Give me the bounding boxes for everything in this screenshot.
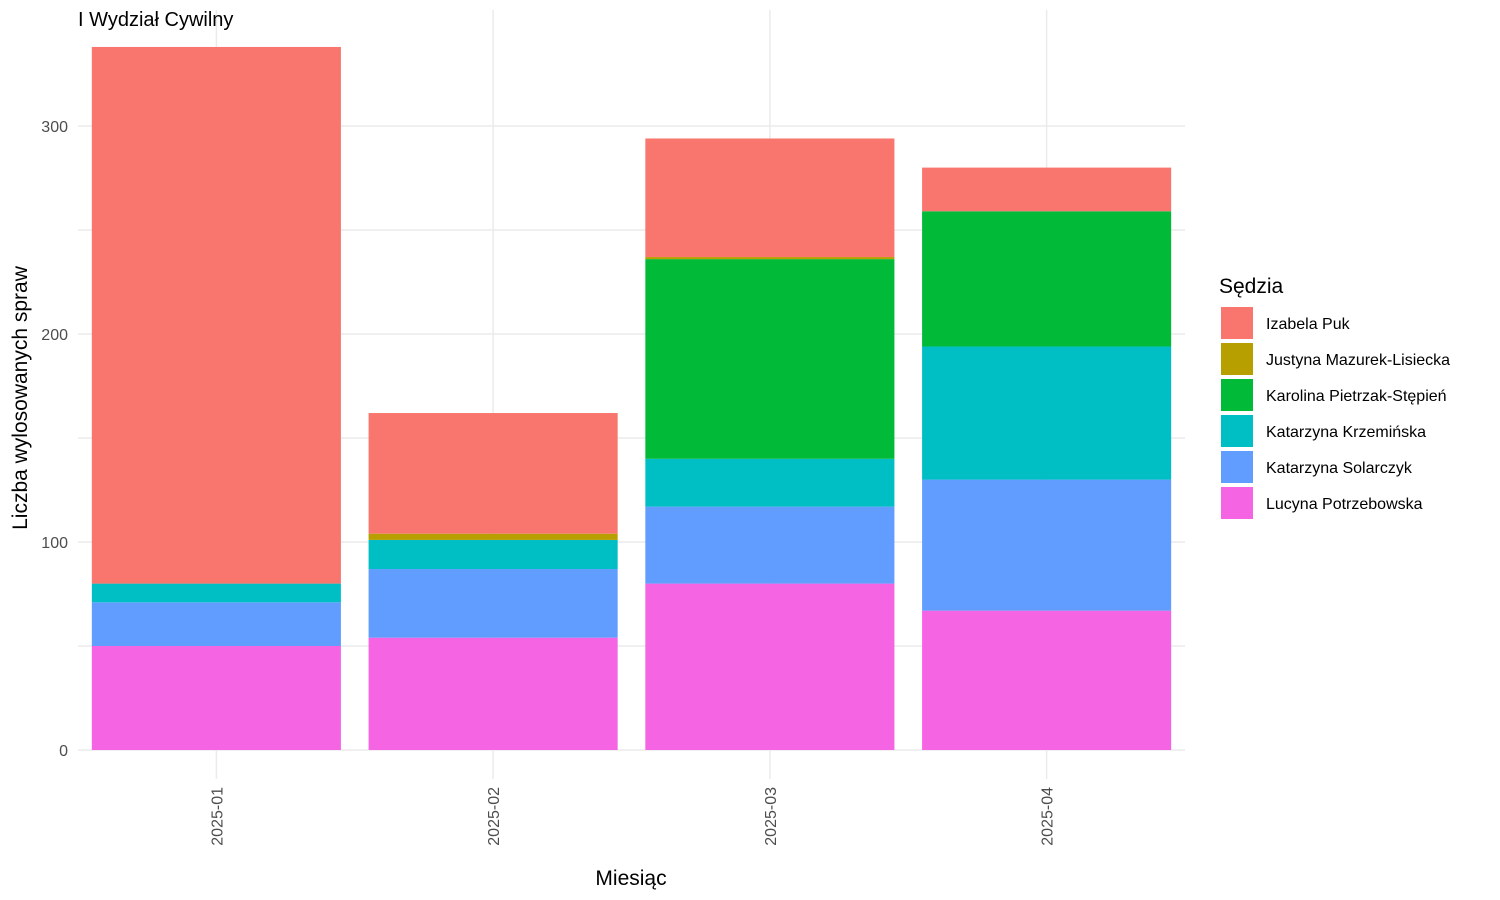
chart-title: I Wydział Cywilny: [78, 9, 233, 31]
legend-label: Justyna Mazurek-Lisiecka: [1266, 352, 1450, 369]
bar-segment: [368, 569, 618, 638]
legend: Sędzia Izabela Puk Justyna Mazurek-Lisiec…: [1219, 275, 1450, 519]
y-axis-title: Liczba wylosowanych spraw: [9, 265, 32, 530]
legend-swatch: [1221, 487, 1253, 519]
bar-segment: [91, 646, 341, 750]
bar-segment: [91, 602, 341, 646]
legend-label: Karolina Pietrzak-Stępień: [1266, 388, 1447, 405]
x-axis: 2025-01 2025-02 2025-03 2025-04: [209, 787, 1056, 846]
legend-label: Katarzyna Krzemińska: [1266, 424, 1426, 441]
x-tick-label: 2025-03: [763, 787, 780, 846]
legend-label: Katarzyna Solarczyk: [1266, 460, 1413, 477]
legend-swatch: [1221, 451, 1253, 483]
legend-title: Sędzia: [1219, 275, 1284, 298]
bar-segment: [368, 637, 618, 750]
bar-segment: [922, 479, 1172, 611]
bar-segment: [922, 346, 1172, 480]
bars: [91, 46, 1172, 750]
bar-segment: [645, 506, 895, 584]
legend-label: Izabela Puk: [1266, 316, 1351, 333]
x-tick-label: 2025-04: [1040, 787, 1057, 846]
bar-segment: [645, 583, 895, 750]
legend-swatch: [1221, 415, 1253, 447]
x-tick-label: 2025-01: [209, 787, 226, 846]
bar-segment: [91, 46, 341, 584]
legend-label: Lucyna Potrzebowska: [1266, 496, 1423, 513]
bar-segment: [922, 610, 1172, 750]
bar-segment: [922, 167, 1172, 212]
bar-segment: [645, 458, 895, 507]
x-axis-title: Miesiąc: [595, 867, 666, 890]
legend-swatch: [1221, 343, 1253, 375]
legend-swatch: [1221, 307, 1253, 339]
bar-segment: [645, 138, 895, 258]
y-tick-label: 300: [41, 119, 68, 136]
bar-segment: [645, 257, 895, 260]
bar-segment: [368, 533, 618, 540]
bar-segment: [645, 259, 895, 459]
y-tick-label: 0: [59, 743, 68, 760]
x-tick-label: 2025-02: [486, 787, 503, 846]
y-tick-label: 200: [41, 327, 68, 344]
bar-segment: [91, 583, 341, 603]
legend-swatch: [1221, 379, 1253, 411]
bar-segment: [368, 539, 618, 570]
bar-segment: [368, 413, 618, 534]
y-axis: 0 100 200 300: [41, 119, 68, 760]
y-tick-label: 100: [41, 535, 68, 552]
bar-segment: [922, 211, 1172, 347]
